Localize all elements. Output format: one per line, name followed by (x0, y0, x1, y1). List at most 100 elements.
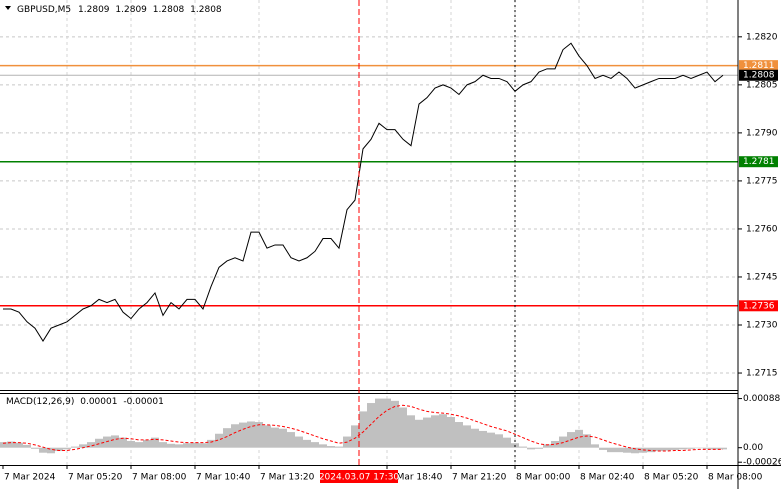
macd-bar (391, 400, 399, 448)
macd-bar (55, 447, 63, 452)
macd-bar (71, 446, 79, 448)
macd-bar (695, 447, 703, 449)
macd-bar (295, 436, 303, 448)
macd-bar (671, 447, 679, 450)
level-label-box (739, 300, 778, 312)
macd-bar (679, 447, 687, 450)
macd-bar (79, 444, 87, 448)
macd-bar (287, 432, 295, 448)
macd-bar (495, 434, 503, 448)
macd-bar (0, 442, 7, 448)
signal-line (2, 404, 723, 452)
y-tick-label: 1.2805 (746, 80, 778, 90)
macd-bar (239, 422, 247, 448)
macd-bar (359, 411, 367, 448)
level-label-box (739, 156, 778, 168)
macd-bar (479, 430, 487, 448)
macd-bar (135, 442, 143, 448)
macd-bar (591, 444, 599, 448)
x-tick-label: 8 Mar 08:00 (708, 473, 763, 483)
price-line (3, 42, 724, 342)
macd-bar (599, 447, 607, 450)
macd-bar (143, 439, 151, 448)
grid-layer (0, 0, 738, 465)
macd-bar (327, 446, 335, 448)
ohlc-open: 1.2809 (78, 5, 110, 15)
macd-bar (559, 436, 567, 448)
macd-bar (31, 447, 39, 449)
macd-bar (279, 428, 287, 448)
macd-bar (127, 441, 135, 448)
macd-bar (223, 428, 231, 448)
macd-bar (535, 447, 543, 449)
macd-bar (207, 439, 215, 448)
macd-bar (583, 434, 591, 448)
y-tick-label: 0.00 (743, 443, 763, 453)
macd-bar (615, 447, 623, 453)
macd-bar (183, 443, 191, 448)
macd-main: 0.00001 (80, 397, 117, 407)
macd-bar (7, 441, 15, 448)
macd-bar (487, 432, 495, 448)
x-tick-label: 8 Mar 02:40 (580, 473, 635, 483)
level-label: 1.2736 (743, 301, 775, 311)
macd-bar (439, 414, 447, 448)
chart-header: GBPUSD,M5 1.2809 1.2809 1.2808 1.2808 (17, 5, 222, 15)
macd-bar (39, 447, 47, 453)
macd-bar (455, 422, 463, 448)
y-tick-label: 1.2730 (746, 321, 778, 331)
last-price-label: 1.2808 (743, 71, 775, 81)
macd-bar (95, 438, 103, 448)
x-tick-label: 7 Mar 21:20 (452, 473, 507, 483)
ohlc-high: 1.2809 (115, 5, 147, 15)
symbol: GBPUSD,M5 (17, 5, 71, 15)
macd-bar (167, 443, 175, 448)
macd-bar (663, 447, 671, 451)
y-tick-label: 1.2760 (746, 224, 778, 234)
macd-bar (367, 403, 375, 448)
y-tick-label: 1.2820 (746, 32, 778, 42)
ohlc-close: 1.2808 (190, 5, 222, 15)
x-tick-label: 7 Mar 13:20 (260, 473, 315, 483)
cursor-label-box (320, 470, 398, 483)
macd-bar (647, 447, 655, 453)
macd-bar (159, 442, 167, 448)
macd-bar (255, 422, 263, 448)
macd-bar (519, 446, 527, 448)
macd-bar (431, 415, 439, 448)
macd-title: MACD(12,26,9) (6, 397, 74, 407)
macd-bar (63, 447, 71, 450)
macd-bar (47, 447, 55, 454)
macd-bar (703, 447, 711, 449)
macd-bar (687, 447, 695, 449)
x-tick-label: 8 Mar 00:00 (516, 473, 571, 483)
cursor-label: 2024.03.07 17:30 (319, 473, 400, 483)
menu-triangle[interactable] (5, 6, 11, 10)
macd-bar (15, 442, 23, 448)
x-tick-label: 7 Mar 10:40 (196, 473, 251, 483)
macd-bar (351, 425, 359, 448)
macd-bar (423, 417, 431, 448)
macd-bar (415, 419, 423, 448)
macd-bar (575, 429, 583, 448)
macd-bar (607, 447, 615, 453)
macd-bar (711, 447, 719, 450)
macd-signal: -0.00001 (123, 397, 163, 407)
level-label: 1.2811 (743, 61, 775, 71)
y-tick-label: 1.2790 (746, 128, 778, 138)
macd-bar (335, 446, 343, 448)
macd-bar (103, 436, 111, 448)
macd-bar (231, 424, 239, 448)
macd-bar (407, 415, 415, 448)
macd-bar (623, 447, 631, 453)
x-tick-label: 7 Mar 2024 (4, 473, 56, 483)
macd-bar (199, 443, 207, 448)
x-tick-label: 7 Mar 05:20 (68, 473, 123, 483)
macd-bar (527, 447, 535, 450)
level-label-box (739, 60, 778, 72)
macd-bar (311, 442, 319, 448)
y-tick-label: 1.2775 (746, 176, 778, 186)
macd-bar (375, 398, 383, 448)
